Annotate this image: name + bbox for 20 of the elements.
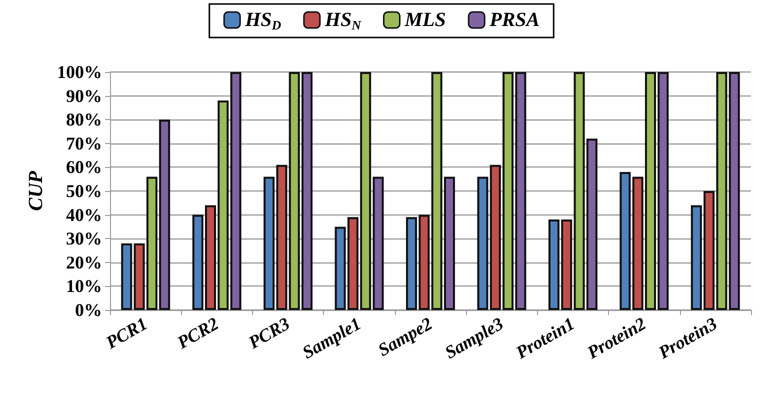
y-tick-label: 40% [66,204,102,225]
bar [372,176,384,310]
y-tick-label: 100% [57,62,102,82]
bar [728,72,740,310]
legend-label: PRSA [488,9,540,31]
y-tick-label: 60% [66,157,102,178]
bar [121,243,132,310]
y-tick-label: 0% [75,300,102,320]
y-tick-label: 50% [66,181,102,201]
bar [230,72,242,310]
y-tick-label: 80% [66,110,102,130]
y-tick-label: 10% [66,276,102,296]
y-tick-label: 30% [66,228,102,249]
bar [477,176,488,310]
y-tick-label: 70% [66,133,102,154]
bar [620,172,631,310]
y-axis-title: CUP [25,170,48,211]
y-tick-label: 20% [66,252,102,272]
legend-label: MLS [404,9,446,31]
y-tick-label: 90% [66,86,102,106]
